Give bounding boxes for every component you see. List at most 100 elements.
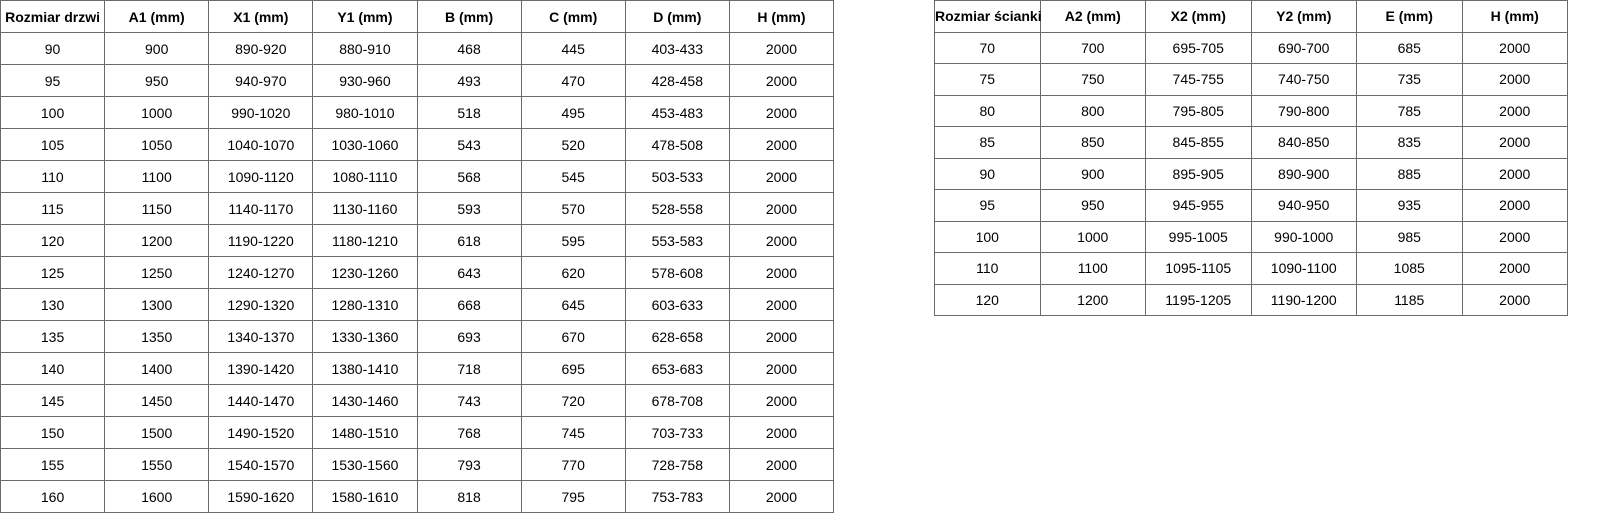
- table-cell: 145: [0, 384, 106, 417]
- table-cell: 568: [416, 160, 522, 193]
- table-cell: 740-750: [1250, 63, 1357, 96]
- table-row: 85 850 845-855 840-850 835 2000: [934, 126, 1568, 159]
- table-cell: 1050: [104, 128, 210, 161]
- table-cell: 2000: [1461, 189, 1568, 222]
- table-cell: 945-955: [1145, 189, 1252, 222]
- table-cell: 790-800: [1250, 94, 1357, 127]
- table-cell: 1290-1320: [208, 288, 314, 321]
- table-cell: 1130-1160: [312, 192, 418, 225]
- table-cell: 835: [1356, 126, 1463, 159]
- table-cell: 553-583: [624, 224, 730, 257]
- table-cell: 900: [104, 32, 210, 65]
- header-row: Rozmiar ścianki A2 (mm) X2 (mm) Y2 (mm) E (m…: [934, 0, 1568, 33]
- table-row: 130 1300 1290-1320 1280-1310 668 645 603-633 20…: [0, 288, 835, 321]
- table-cell: 543: [416, 128, 522, 161]
- table-cell: 75: [934, 63, 1041, 96]
- header-row: Rozmiar drzwi A1 (mm) X1 (mm) Y1 (mm) B (mm)…: [0, 0, 835, 33]
- table-cell: 645: [520, 288, 626, 321]
- table-cell: 1230-1260: [312, 256, 418, 289]
- table-cell: 578-608: [624, 256, 730, 289]
- table-cell: 140: [0, 352, 106, 385]
- table-cell: 2000: [1461, 31, 1568, 64]
- table-cell: 100: [934, 220, 1041, 253]
- table-cell: 2000: [1461, 157, 1568, 190]
- table-cell: 110: [934, 252, 1041, 285]
- table-row: 100 1000 995-1005 990-1000 985 2000: [934, 220, 1568, 253]
- table-cell: 1390-1420: [208, 352, 314, 385]
- table-cell: 100: [0, 96, 106, 129]
- table-cell: 1190-1220: [208, 224, 314, 257]
- table-cell: 125: [0, 256, 106, 289]
- table-cell: 85: [934, 126, 1041, 159]
- table-cell: 603-633: [624, 288, 730, 321]
- table-cell: 2000: [1461, 220, 1568, 253]
- table-cell: 1190-1200: [1250, 283, 1357, 316]
- table-cell: 1095-1105: [1145, 252, 1252, 285]
- table-cell: 2000: [728, 352, 835, 385]
- table-row: 95 950 940-970 930-960 493 470 428-458 2000: [0, 64, 835, 97]
- table-cell: 628-658: [624, 320, 730, 353]
- table-cell: 155: [0, 448, 106, 481]
- column-header: Y2 (mm): [1250, 0, 1357, 33]
- table-row: 135 1350 1340-1370 1330-1360 693 670 628-658 20…: [0, 320, 835, 353]
- table-cell: 770: [520, 448, 626, 481]
- table-cell: 890-900: [1250, 157, 1357, 190]
- table-row: 145 1450 1440-1470 1430-1460 743 720 678-708 20…: [0, 384, 835, 417]
- table-cell: 2000: [728, 416, 835, 449]
- table-cell: 668: [416, 288, 522, 321]
- table-cell: 478-508: [624, 128, 730, 161]
- table-cell: 718: [416, 352, 522, 385]
- table-cell: 150: [0, 416, 106, 449]
- table-cell: 453-483: [624, 96, 730, 129]
- table-cell: 2000: [728, 224, 835, 257]
- table-cell: 1200: [1039, 283, 1146, 316]
- table-cell: 1530-1560: [312, 448, 418, 481]
- table-cell: 1200: [104, 224, 210, 257]
- table-cell: 1380-1410: [312, 352, 418, 385]
- table-cell: 2000: [728, 256, 835, 289]
- table-cell: 1400: [104, 352, 210, 385]
- table-cell: 1240-1270: [208, 256, 314, 289]
- table-cell: 2000: [728, 288, 835, 321]
- table-cell: 950: [1039, 189, 1146, 222]
- table-cell: 745-755: [1145, 63, 1252, 96]
- table-cell: 1450: [104, 384, 210, 417]
- table-cell: 545: [520, 160, 626, 193]
- table-cell: 2000: [728, 192, 835, 225]
- table-cell: 703-733: [624, 416, 730, 449]
- table-cell: 685: [1356, 31, 1463, 64]
- table-cell: 845-855: [1145, 126, 1252, 159]
- table-cell: 570: [520, 192, 626, 225]
- table-row: 160 1600 1590-1620 1580-1610 818 795 753-783 20…: [0, 480, 835, 513]
- table-cell: 1500: [104, 416, 210, 449]
- table-cell: 990-1020: [208, 96, 314, 129]
- table-cell: 1080-1110: [312, 160, 418, 193]
- table-row: 150 1500 1490-1520 1480-1510 768 745 703-733 20…: [0, 416, 835, 449]
- table-cell: 695-705: [1145, 31, 1252, 64]
- table-cell: 493: [416, 64, 522, 97]
- table-row: 90 900 890-920 880-910 468 445 403-433 2000: [0, 32, 835, 65]
- table-cell: 750: [1039, 63, 1146, 96]
- table-cell: 503-533: [624, 160, 730, 193]
- table-cell: 980-1010: [312, 96, 418, 129]
- table-cell: 785: [1356, 94, 1463, 127]
- table-cell: 495: [520, 96, 626, 129]
- table-cell: 2000: [728, 160, 835, 193]
- table-row: 115 1150 1140-1170 1130-1160 593 570 528-558 20…: [0, 192, 835, 225]
- table-cell: 950: [104, 64, 210, 97]
- door-size-table: Rozmiar drzwi A1 (mm) X1 (mm) Y1 (mm) B (mm)…: [0, 0, 835, 513]
- table-cell: 90: [0, 32, 106, 65]
- table-row: 90 900 895-905 890-900 885 2000: [934, 157, 1568, 190]
- column-header: D (mm): [624, 0, 730, 33]
- table-cell: 795: [520, 480, 626, 513]
- table-row: 120 1200 1195-1205 1190-1200 1185 2000: [934, 283, 1568, 316]
- column-header: Y1 (mm): [312, 0, 418, 33]
- table-cell: 1040-1070: [208, 128, 314, 161]
- table-cell: 1490-1520: [208, 416, 314, 449]
- table-row: 120 1200 1190-1220 1180-1210 618 595 553-583 20…: [0, 224, 835, 257]
- table-cell: 643: [416, 256, 522, 289]
- table-cell: 130: [0, 288, 106, 321]
- column-header: B (mm): [416, 0, 522, 33]
- table-cell: 1440-1470: [208, 384, 314, 417]
- table-row: 155 1550 1540-1570 1530-1560 793 770 728-758 20…: [0, 448, 835, 481]
